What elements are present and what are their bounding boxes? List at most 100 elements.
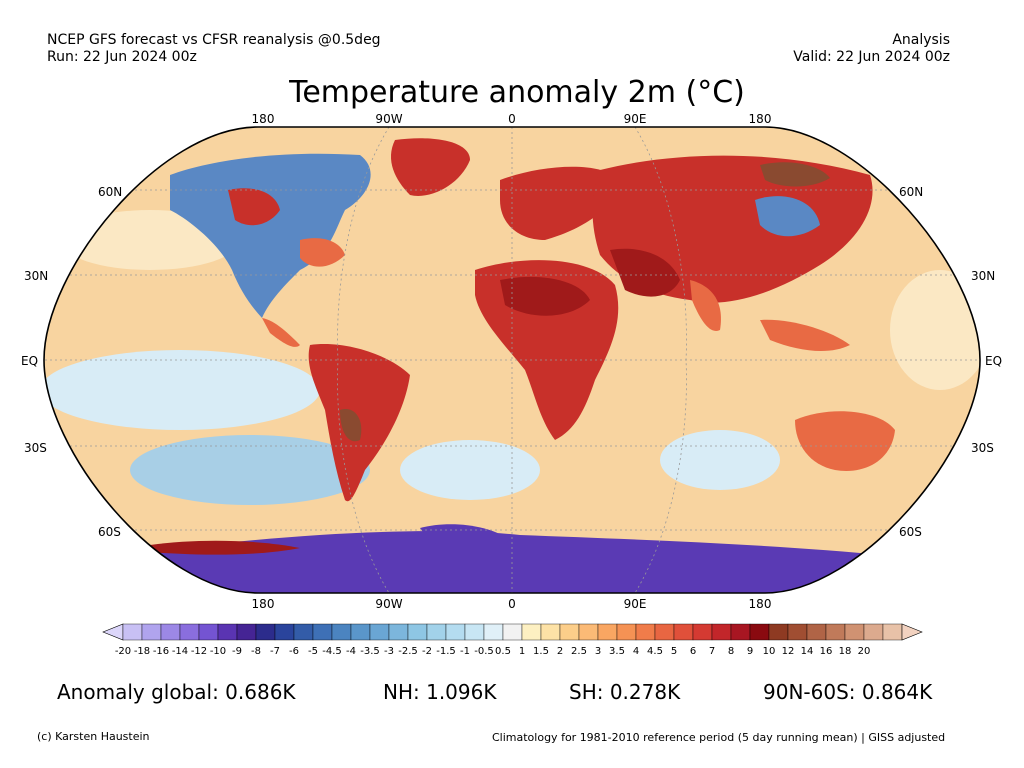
ross-sea-warm-patch [150,540,300,555]
cool-ocean-south-pacific [130,435,370,505]
maritime-continent [760,319,850,352]
greenland [390,138,470,196]
colorbar-tick-label: -9 [232,646,242,657]
colorbar-bin [654,623,675,641]
lon-label-bottom-90w: 90W [375,597,403,611]
colorbar-tick-label: 18 [838,646,852,657]
colorbar-tick-label: -14 [171,646,189,657]
colorbar-bin [730,623,751,641]
lat-label-left-60s: 60S [98,525,121,539]
lat-label-right-eq: EQ [985,354,1003,368]
lon-label-top-90e: 90E [623,112,647,126]
colorbar-tick-label: -12 [190,646,208,657]
australia [795,411,895,471]
siberia-hotspot [760,162,830,187]
lon-label-top-180e: 180 [748,112,772,126]
colorbar-bin [274,623,295,641]
colorbar-tick-label: -2.5 [398,646,418,657]
colorbar-tick-label: -1 [460,646,470,657]
canada-warm-patch [228,188,280,226]
lon-label-top-180w: 180 [251,112,275,126]
colorbar-bin [160,623,181,641]
colorbar-bin [331,623,352,641]
colorbar-bin [882,623,903,641]
lon-label-bottom-180e: 180 [748,597,772,611]
colorbar-tick-label: 7 [708,646,716,657]
colorbar-tick-label: -3 [384,646,394,657]
mongolia-cool-patch [755,196,820,237]
lat-label-right-60n: 60N [899,185,924,199]
colorbar-bin [749,623,770,641]
colorbar-tick-label: 1 [518,646,526,657]
colorbar-bin [844,623,865,641]
india [690,280,721,331]
colorbar-bin [806,623,827,641]
colorbar-bin [141,623,162,641]
colorbar-tick-label: 10 [762,646,776,657]
lon-label-bottom-0: 0 [508,597,516,611]
colorbar-bin [635,623,656,641]
colorbar-tick-label: -8 [251,646,261,657]
north-america [170,153,371,318]
colorbar-tick-label: 4 [632,646,640,657]
colorbar-bin [407,623,428,641]
middle-east [610,248,680,297]
south-america-hotspot [340,409,362,442]
colorbar-tick-label: 3 [594,646,602,657]
lat-label-left-60n: 60N [98,185,123,199]
colorbar-tick-label: -4 [346,646,356,657]
colorbar-tick-label: 1.5 [533,646,549,657]
colorbar-bin [692,623,713,641]
colorbar-bin [578,623,599,641]
lon-label-top-90w: 90W [375,112,403,126]
colorbar-bin [179,623,200,641]
colorbar-bin [863,623,884,641]
colorbar-bin [236,623,257,641]
credit: (c) Karsten Haustein [37,730,150,743]
colorbar-bin [122,623,143,641]
colorbar-tick-label: 5 [670,646,678,657]
colorbar-tick-label: -1.5 [436,646,456,657]
colorbar-tick-label: -5 [308,646,318,657]
colorbar-bin [293,623,314,641]
lon-label-bottom-180w: 180 [251,597,275,611]
colorbar-tick-label: -16 [152,646,170,657]
colorbar-bin [445,623,466,641]
colorbar-tick-label: -10 [209,646,227,657]
colorbar-tick-label: 14 [800,646,814,657]
colorbar-bin [825,623,846,641]
colorbar-tick-label: 12 [781,646,795,657]
colorbar-bin [426,623,447,641]
graticule [44,127,980,593]
lat-label-left-30n: 30N [24,269,49,283]
cool-ocean-east-pacific [44,350,320,430]
stat-nh: NH: 1.096K [383,680,497,704]
colorbar-lower-extend [102,623,124,641]
colorbar-bin [559,623,580,641]
colorbar-tick-label: 0.5 [495,646,511,657]
map-title: Temperature anomaly 2m (°C) [289,75,745,110]
central-america [262,318,300,347]
colorbar-tick-label: -4.5 [322,646,342,657]
colorbar-tick-label: 8 [727,646,735,657]
cool-ocean-south-indian [660,430,780,490]
source-line: NCEP GFS forecast vs CFSR reanalysis @0.… [47,32,381,48]
colorbar-tick-label: -3.5 [360,646,380,657]
colorbar-tick-label: 20 [857,646,871,657]
colorbar-bin [369,623,390,641]
weddell-cold-patch [420,524,510,550]
analysis-type: Analysis [892,32,950,48]
lon-label-bottom-90e: 90E [623,597,647,611]
colorbar-tick-label: -20 [114,646,132,657]
colorbar-tick-label: -0.5 [474,646,494,657]
colorbar-tick-label: 9 [746,646,754,657]
sahara-hotspot [500,276,590,316]
us-east-warm-patch [300,238,345,267]
colorbar-bin [312,623,333,641]
colorbar-tick-label: 3.5 [609,646,625,657]
colorbar-bin [502,623,523,641]
colorbar-tick-label: -2 [422,646,432,657]
colorbar-tick-label: 2 [556,646,564,657]
